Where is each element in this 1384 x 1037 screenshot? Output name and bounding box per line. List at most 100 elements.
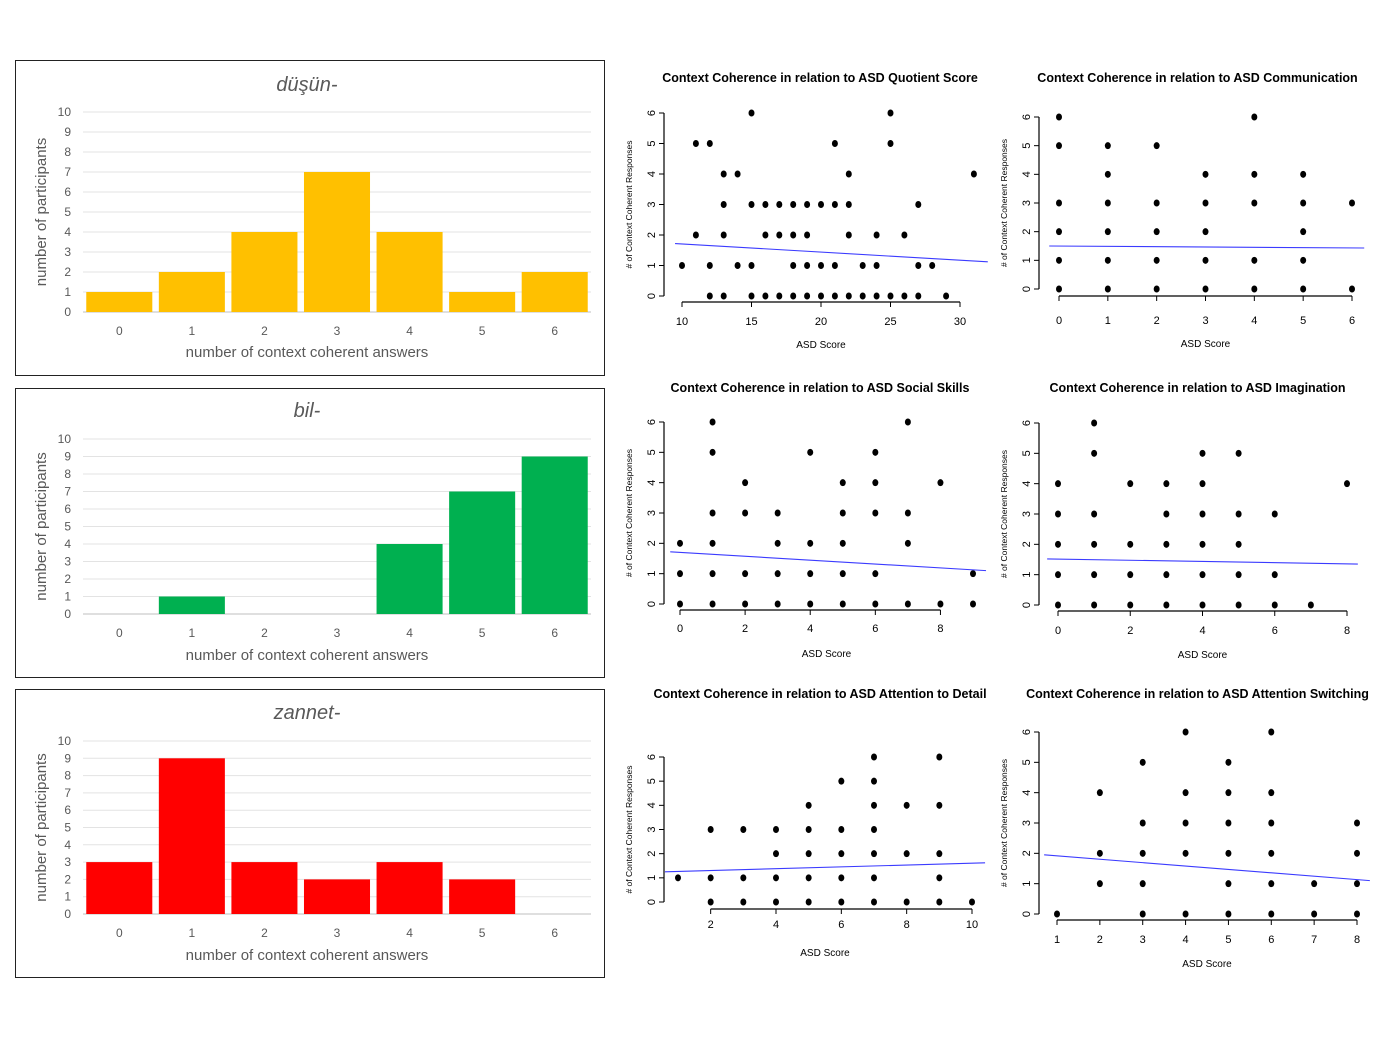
- data-point: [1139, 758, 1146, 766]
- y-axis-label: # of Context Coherent Responses: [999, 450, 1009, 578]
- y-tick-label: 9: [64, 450, 71, 464]
- data-point: [1153, 199, 1160, 207]
- x-axis-label: ASD Score: [800, 948, 850, 959]
- bar-dusun-5: [449, 292, 516, 312]
- data-point: [804, 292, 811, 300]
- bar-zannet-4: [376, 862, 443, 914]
- y-tick-label: 8: [64, 467, 71, 481]
- data-point: [1225, 819, 1232, 827]
- data-point: [1163, 480, 1170, 488]
- y-tick-label: 9: [64, 751, 71, 765]
- data-point: [903, 850, 910, 858]
- data-point: [937, 479, 944, 487]
- y-tick-label: 2: [646, 851, 658, 857]
- x-tick-label: 5: [479, 324, 486, 338]
- x-axis-label: number of context coherent answers: [186, 947, 429, 964]
- scatter-attention-detail-svg: Context Coherence in relation to ASD Att…: [624, 687, 987, 959]
- bar-chart-dusun-svg: 0 1 2 3 4 5 6 7 8 9 10 0 1 2 3 4 5 6 düşün-number of conte…: [33, 74, 591, 361]
- x-axis-label: ASD Score: [1178, 650, 1228, 661]
- x-tick-label: 0: [116, 926, 123, 940]
- x-tick-label: 15: [745, 316, 757, 328]
- scatter-social-svg: Context Coherence in relation to ASD Soc…: [624, 381, 987, 660]
- data-point: [805, 826, 812, 833]
- data-point: [774, 570, 781, 578]
- y-tick-label: 3: [1021, 200, 1033, 206]
- x-tick-label: 10: [966, 919, 978, 931]
- data-point: [838, 777, 845, 785]
- data-point: [1225, 910, 1232, 918]
- data-point: [1225, 880, 1232, 888]
- x-axis-label: ASD Score: [802, 649, 852, 660]
- data-point: [1091, 571, 1098, 579]
- scatter-imagination: Context Coherence in relation to ASD Ima…: [995, 372, 1380, 672]
- data-point: [845, 201, 852, 208]
- data-point: [807, 570, 814, 578]
- data-point: [1307, 601, 1314, 609]
- data-point: [1153, 142, 1160, 150]
- x-tick-label: 0: [1056, 315, 1062, 327]
- y-tick-label: 6: [1021, 114, 1033, 120]
- data-point: [1235, 601, 1242, 609]
- data-point: [1056, 228, 1062, 236]
- data-point: [1202, 170, 1209, 178]
- y-tick-label: 2: [64, 872, 71, 886]
- data-point: [1225, 758, 1232, 766]
- data-point: [1354, 880, 1360, 888]
- x-tick-label: 4: [1251, 315, 1257, 327]
- data-point: [1199, 601, 1206, 609]
- data-point: [1104, 142, 1111, 150]
- data-point: [677, 570, 683, 578]
- y-axis-label: # of Context Coherent Responses: [624, 140, 634, 268]
- y-tick-label: 1: [64, 590, 71, 604]
- data-point: [1235, 510, 1242, 518]
- data-point: [1251, 170, 1258, 178]
- data-point: [1354, 819, 1360, 827]
- data-point: [1235, 571, 1242, 579]
- x-tick-label: 2: [1127, 625, 1133, 637]
- data-point: [692, 231, 699, 239]
- data-point: [873, 231, 880, 239]
- data-point: [805, 850, 812, 858]
- y-tick-label: 6: [1021, 420, 1033, 426]
- y-axis-label: # of Context Coherent Responses: [999, 759, 1009, 887]
- data-point: [1104, 285, 1111, 293]
- data-point: [1055, 540, 1061, 548]
- y-tick-label: 6: [646, 754, 658, 760]
- data-point: [1251, 256, 1258, 264]
- data-point: [742, 479, 749, 487]
- chart-title: Context Coherence in relation to ASD Com…: [1037, 71, 1357, 85]
- data-point: [748, 292, 755, 300]
- y-tick-label: 0: [64, 907, 71, 921]
- data-point: [859, 292, 866, 300]
- y-tick-label: 5: [64, 520, 71, 534]
- data-point: [1349, 199, 1355, 207]
- x-tick-label: 25: [884, 316, 896, 328]
- data-point: [774, 600, 781, 608]
- x-tick-label: 0: [1055, 625, 1061, 637]
- y-axis-label: # of Context Coherent Responses: [624, 765, 634, 893]
- data-point: [1182, 819, 1189, 827]
- data-point: [804, 231, 811, 239]
- data-point: [1104, 228, 1111, 236]
- data-point: [748, 109, 755, 117]
- y-tick-label: 3: [1021, 511, 1033, 517]
- data-point: [831, 292, 838, 300]
- x-tick-label: 4: [406, 324, 413, 338]
- bar-zannet-5: [449, 879, 516, 914]
- data-point: [677, 539, 683, 547]
- data-point: [790, 292, 797, 300]
- data-point: [1163, 601, 1170, 609]
- x-tick-label: 7: [1311, 934, 1317, 946]
- data-point: [1268, 789, 1275, 797]
- data-point: [915, 292, 922, 300]
- y-tick-label: 6: [646, 110, 658, 116]
- y-tick-label: 8: [64, 769, 71, 783]
- data-point: [1271, 601, 1278, 609]
- x-tick-label: 6: [1272, 625, 1278, 637]
- data-point: [1127, 571, 1134, 579]
- data-point: [818, 201, 824, 208]
- data-point: [871, 850, 877, 858]
- data-point: [720, 201, 727, 208]
- x-tick-label: 2: [742, 623, 748, 635]
- data-point: [762, 292, 769, 300]
